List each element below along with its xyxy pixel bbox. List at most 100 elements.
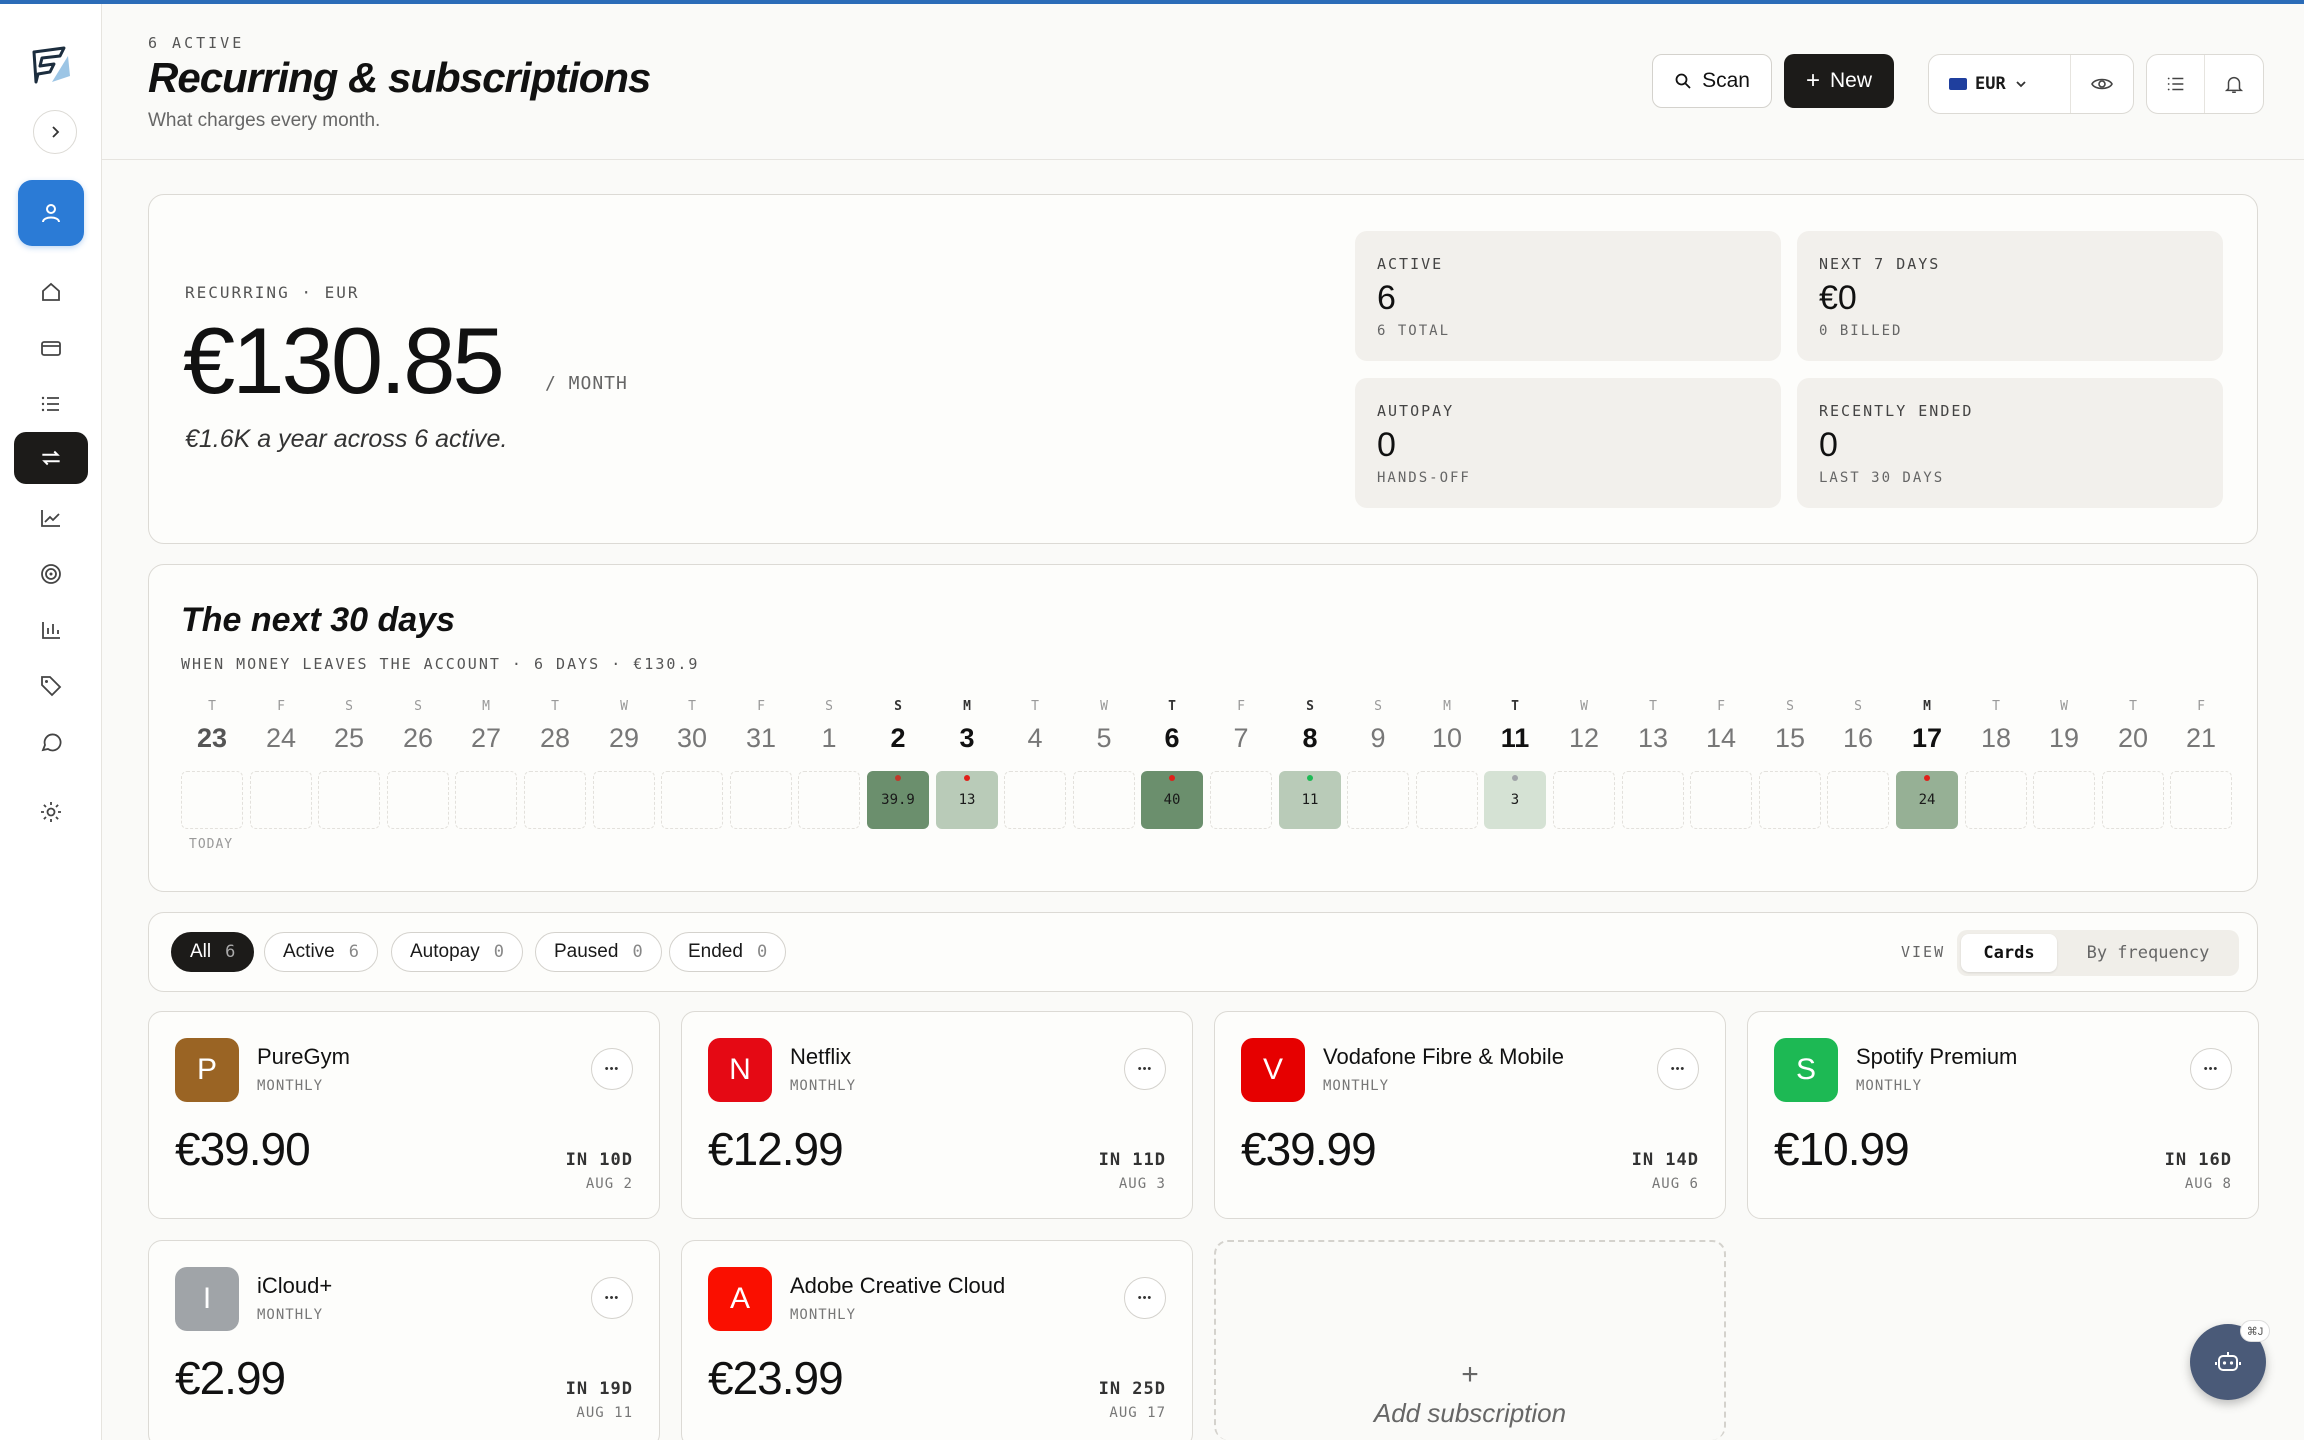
calendar-charge-cell[interactable]: 40	[1141, 771, 1203, 829]
calendar-empty-cell	[730, 771, 792, 829]
subscription-card[interactable]: V Vodafone Fibre & Mobile MONTHLY ••• €39.99…	[1214, 1011, 1726, 1219]
menu-button[interactable]	[2147, 55, 2205, 113]
collapse-sidebar-button[interactable]	[33, 110, 77, 154]
logo-icon[interactable]	[28, 42, 74, 88]
charge-dot	[1307, 775, 1313, 781]
calendar-charge-cell[interactable]: 24	[1896, 771, 1958, 829]
filter-count: 6	[225, 942, 236, 962]
currency-select[interactable]: EUR	[1929, 55, 2071, 113]
nav-tags[interactable]	[14, 660, 88, 712]
nav-accounts[interactable]	[14, 322, 88, 374]
stat-label: NEXT 7 DAYS	[1819, 255, 1941, 273]
calendar-weekday: S	[1854, 699, 1862, 714]
nav-home[interactable]	[14, 266, 88, 318]
new-button-label: New	[1830, 69, 1873, 92]
nav-recurring[interactable]	[14, 432, 88, 484]
charge-amount: 40	[1163, 792, 1181, 808]
calendar-weekday: T	[551, 699, 559, 714]
calendar-date: 25	[333, 723, 365, 753]
search-icon	[1675, 73, 1691, 89]
stat-sub: HANDS-OFF	[1377, 470, 1471, 486]
charge-dot	[1169, 775, 1175, 781]
subscription-frequency: MONTHLY	[1856, 1078, 1923, 1094]
subscription-name: PureGym	[257, 1044, 350, 1069]
subscription-frequency: MONTHLY	[790, 1078, 857, 1094]
calendar-day: T 23	[181, 699, 243, 757]
notifications-button[interactable]	[2205, 55, 2263, 113]
scan-button[interactable]: Scan	[1652, 54, 1772, 108]
charge-dot	[895, 775, 901, 781]
charge-dot	[1924, 775, 1930, 781]
stat-label: RECENTLY ENDED	[1819, 402, 1974, 420]
calendar-weekday: M	[1443, 699, 1451, 714]
subscription-frequency: MONTHLY	[1323, 1078, 1390, 1094]
trend-icon	[41, 510, 60, 527]
calendar-charge-cell[interactable]: 11	[1279, 771, 1341, 829]
calendar-charge-cell[interactable]: 39.9	[867, 771, 929, 829]
more-options-button[interactable]: •••	[591, 1277, 633, 1319]
nav-settings[interactable]	[14, 786, 88, 838]
nav-reports[interactable]	[14, 604, 88, 656]
calendar-date: 29	[608, 723, 640, 753]
new-button[interactable]: + New	[1784, 54, 1894, 108]
filter-paused[interactable]: Paused 0	[535, 932, 662, 972]
calendar-date: 7	[1233, 723, 1249, 753]
calendar-date: 15	[1774, 723, 1806, 753]
subscription-avatar: N	[708, 1038, 772, 1102]
page-title: Recurring & subscriptions	[148, 54, 651, 101]
filter-active[interactable]: Active 6	[264, 932, 378, 972]
subscription-due-date: AUG 8	[2184, 1176, 2232, 1192]
subscription-due-in: IN 25D	[1098, 1379, 1166, 1399]
subscription-due-in: IN 19D	[565, 1379, 633, 1399]
more-options-button[interactable]: •••	[1124, 1277, 1166, 1319]
calendar-weekday: M	[482, 699, 490, 714]
calendar-date: 10	[1431, 723, 1463, 753]
calendar-date: 3	[959, 723, 975, 753]
recurring-icon	[42, 450, 60, 466]
wallet-icon	[41, 341, 61, 356]
calendar-title: The next 30 days	[181, 601, 456, 639]
yearly-note: €1.6K a year across 6 active.	[185, 425, 508, 453]
calendar-charge-cell[interactable]: 3	[1484, 771, 1546, 829]
filter-autopay[interactable]: Autopay 0	[391, 932, 523, 972]
subscription-due-date: AUG 6	[1651, 1176, 1699, 1192]
add-subscription-card[interactable]: + Add subscription	[1214, 1240, 1726, 1440]
filter-label: Active	[283, 941, 335, 962]
calendar-charge-cell[interactable]: 13	[936, 771, 998, 829]
nav-chat[interactable]	[14, 716, 88, 768]
view-cards-button[interactable]: Cards	[1961, 934, 2057, 972]
calendar-day: M 27	[455, 699, 517, 757]
calendar-empty-cell	[2170, 771, 2232, 829]
nav-insights[interactable]	[14, 492, 88, 544]
subscription-due-in: IN 10D	[565, 1150, 633, 1170]
more-options-button[interactable]: •••	[1124, 1048, 1166, 1090]
profile-button[interactable]	[18, 180, 84, 246]
calendar-day: F 21	[2170, 699, 2232, 757]
charge-dot	[964, 775, 970, 781]
nav-goals[interactable]	[14, 548, 88, 600]
recurring-summary-card: RECURRING · EUR €130.85 / MONTH €1.6K a …	[148, 194, 2258, 544]
subscription-card[interactable]: S Spotify Premium MONTHLY ••• €10.99 IN 16D AU…	[1747, 1011, 2259, 1219]
subscription-card[interactable]: P PureGym MONTHLY ••• €39.90 IN 10D AUG 2	[148, 1011, 660, 1219]
calendar-date: 1	[821, 723, 837, 753]
view-by-frequency-button[interactable]: By frequency	[2086, 943, 2210, 963]
filter-all[interactable]: All 6	[171, 932, 255, 972]
more-options-button[interactable]: •••	[2190, 1048, 2232, 1090]
more-options-button[interactable]: •••	[1657, 1048, 1699, 1090]
calendar-weekday: F	[1717, 699, 1725, 714]
subscription-card[interactable]: A Adobe Creative Cloud MONTHLY ••• €23.99 IN …	[681, 1240, 1193, 1440]
calendar-date: 28	[539, 723, 571, 753]
calendar-empty-cell	[1347, 771, 1409, 829]
subscription-card[interactable]: N Netflix MONTHLY ••• €12.99 IN 11D AUG 3	[681, 1011, 1193, 1219]
calendar-empty-cell	[1622, 771, 1684, 829]
home-icon	[42, 282, 60, 301]
more-options-button[interactable]: •••	[591, 1048, 633, 1090]
sidebar	[0, 4, 102, 1440]
filter-ended[interactable]: Ended 0	[669, 932, 787, 972]
privacy-toggle-button[interactable]	[2071, 55, 2133, 113]
calendar-date: 20	[2117, 723, 2149, 753]
nav-transactions[interactable]	[14, 378, 88, 430]
calendar-weekday: F	[2197, 699, 2205, 714]
subscription-amount: €39.90	[175, 1123, 311, 1175]
